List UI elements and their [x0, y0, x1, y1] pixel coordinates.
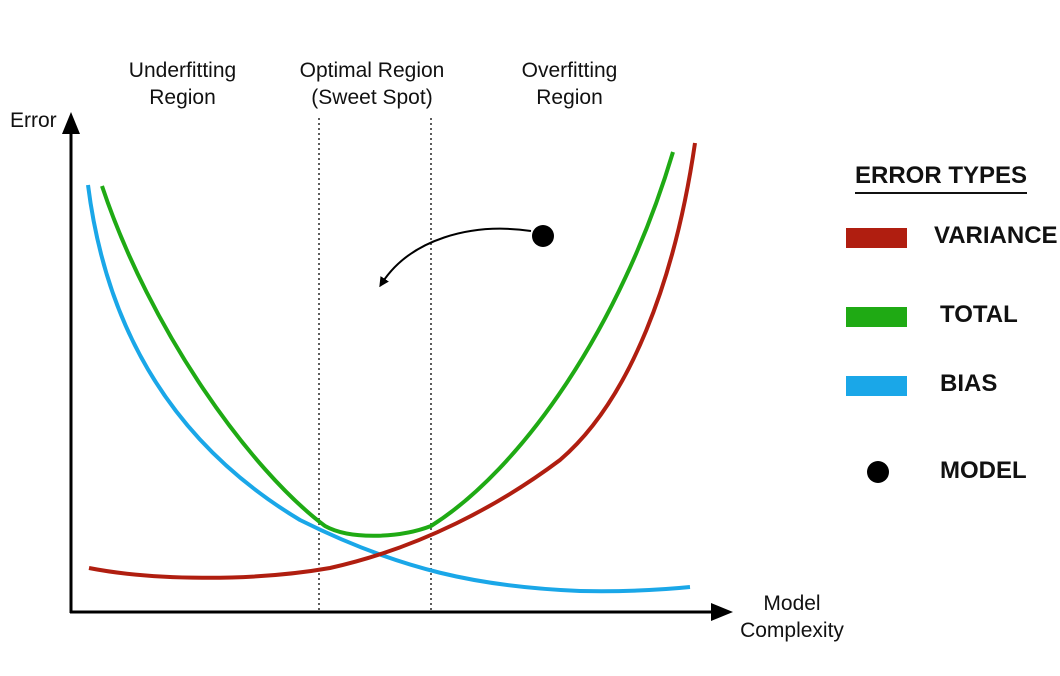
x-axis-label: Model Complexity	[740, 592, 844, 642]
bias-swatch	[846, 376, 907, 396]
variance-curve	[88, 142, 697, 580]
model-shift-arrow	[379, 227, 532, 288]
legend-item-bias: BIAS	[846, 370, 1060, 400]
total-swatch	[846, 307, 907, 327]
total-curve	[100, 151, 675, 538]
legend-title: ERROR TYPES	[855, 162, 1028, 194]
model-dot-icon	[867, 461, 889, 483]
optimal-region-label: Optimal Region (Sweet Spot)	[299, 59, 445, 109]
legend-label-total: TOTAL	[940, 301, 1018, 328]
variance-swatch	[846, 228, 907, 248]
legend-label-model: MODEL	[940, 457, 1027, 484]
legend-label-bias: BIAS	[940, 370, 998, 397]
underfitting-region-label: Underfitting Region	[128, 59, 237, 109]
model-dot	[532, 225, 554, 247]
legend-item-variance: VARIANCE	[846, 222, 1060, 252]
y-axis-arrow	[62, 112, 80, 134]
bias-curve	[86, 184, 691, 594]
overfitting-region-label: Overfitting Region	[521, 59, 618, 109]
y-axis-label: Error	[10, 109, 57, 132]
legend-item-model: MODEL	[846, 457, 1060, 487]
x-axis-arrow	[711, 603, 733, 621]
legend-item-total: TOTAL	[846, 301, 1060, 331]
legend-label-variance: VARIANCE	[934, 222, 1058, 249]
